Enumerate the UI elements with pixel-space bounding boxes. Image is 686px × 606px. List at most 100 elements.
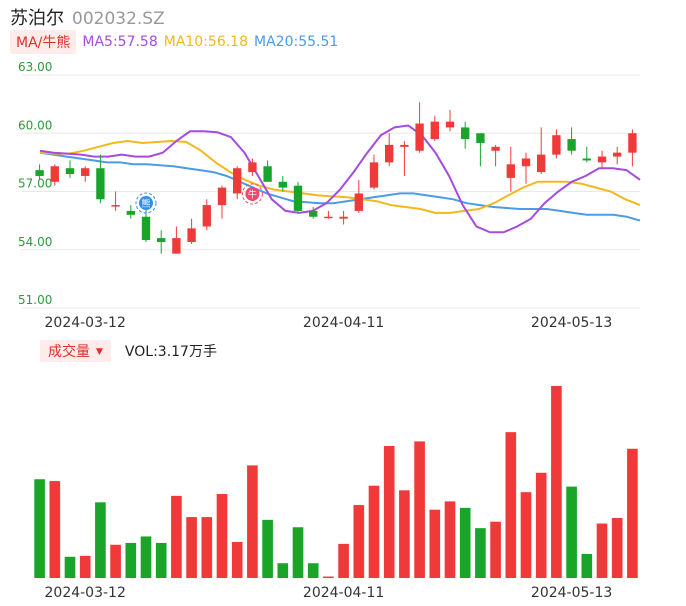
volume-bar [596, 523, 608, 578]
volume-bar [140, 536, 152, 578]
candle [202, 199, 211, 231]
candle [50, 164, 59, 186]
volume-bars [34, 386, 638, 578]
volume-bar [475, 528, 486, 578]
volume-value: VOL:3.17万手 [124, 344, 217, 360]
bear-marker-label: 熊 [141, 198, 150, 210]
volume-bar [338, 543, 349, 578]
candle [597, 150, 607, 169]
volume-bar [368, 485, 380, 578]
candle [339, 210, 348, 225]
x-date-label: 2024-03-12 [45, 315, 126, 331]
volume-bar [262, 519, 273, 578]
volume-bar [566, 486, 577, 578]
volume-bar [34, 479, 45, 578]
volume-bar [611, 518, 623, 578]
bear-marker-icon: 熊 [135, 192, 157, 214]
y-tick-label: 51.00 [18, 293, 52, 307]
volume-bar [292, 527, 304, 578]
volume-bar [201, 517, 213, 578]
ma10-line [39, 139, 641, 214]
candle [187, 218, 196, 244]
volume-bar [353, 505, 365, 578]
volume-bar [535, 472, 547, 578]
volume-bar [95, 502, 106, 578]
volume-bar [79, 555, 91, 578]
candle [369, 154, 379, 190]
x-date-label: 2024-04-11 [303, 585, 384, 601]
volume-date-axis: 2024-03-12 2024-04-11 2024-05-13 [45, 585, 613, 601]
bull-marker-label: 牛 [248, 188, 257, 200]
candle [552, 129, 561, 159]
volume-bar [64, 556, 76, 578]
volume-bar [125, 542, 137, 578]
candles [35, 102, 637, 254]
volume-bar [277, 563, 289, 578]
volume-bar [444, 501, 456, 578]
candle [354, 179, 363, 213]
candle [491, 144, 500, 167]
ma-legend: MA/牛熊 MA5:57.58 MA10:56.18 MA20:55.51 [10, 30, 344, 54]
candle [324, 210, 333, 219]
candle [506, 146, 515, 192]
volume-bar [155, 542, 167, 578]
volume-bar [459, 507, 471, 578]
ma20-legend: MA20:55.51 [254, 34, 339, 50]
candle [172, 226, 181, 254]
volume-bar [216, 494, 228, 578]
volume-legend: 成交量 ▼ VOL:3.17万手 [40, 340, 217, 362]
volume-bar [581, 554, 593, 578]
ma-indicator-tab[interactable]: MA/牛熊 [10, 30, 77, 54]
ma-lines [39, 124, 641, 234]
candle [415, 102, 424, 153]
candle [248, 158, 257, 176]
ma5-legend: MA5:57.58 [82, 34, 158, 50]
volume-bar [520, 492, 532, 578]
volume-bar [49, 481, 61, 578]
candle [430, 115, 439, 142]
candle [233, 166, 242, 200]
volume-bar [171, 495, 182, 578]
volume-bar [399, 490, 410, 578]
candle [81, 166, 90, 182]
candle [309, 207, 318, 219]
candle [400, 141, 409, 176]
candle [293, 181, 303, 213]
candle [217, 185, 227, 219]
stock-name: 苏泊尔 [10, 8, 64, 29]
bull-bear-markers: 熊牛 [135, 183, 263, 214]
price-axis: 63.00 60.00 57.00 54.00 51.00 [18, 60, 52, 307]
candle [582, 146, 591, 163]
volume-bar [505, 432, 517, 578]
volume-bar [490, 521, 501, 578]
volume-bar [383, 446, 395, 578]
candle [157, 230, 166, 254]
stock-code: 002032.SZ [72, 9, 165, 29]
candle [537, 127, 546, 175]
volume-bar [186, 517, 197, 578]
ma10-legend: MA10:56.18 [163, 34, 249, 50]
candle [65, 160, 75, 178]
stock-header: 苏泊尔 002032.SZ [10, 4, 165, 29]
candle [278, 175, 287, 192]
price-date-axis: 2024-03-12 2024-04-11 2024-05-13 [45, 315, 613, 331]
candle [613, 146, 622, 165]
candle [461, 121, 470, 149]
x-date-label: 2024-05-13 [531, 315, 612, 331]
bull-marker-icon: 牛 [241, 183, 263, 205]
volume-bar [414, 441, 425, 578]
volume-bar [231, 542, 243, 578]
ma5-line [39, 124, 641, 234]
volume-bar [307, 563, 319, 578]
volume-bar [429, 509, 441, 578]
candle [111, 191, 120, 211]
candle [263, 160, 272, 182]
volume-bar [627, 448, 638, 578]
y-tick-label: 63.00 [18, 60, 52, 74]
candle [567, 127, 576, 155]
candle [126, 205, 135, 219]
y-tick-label: 57.00 [18, 177, 52, 191]
volume-indicator-tab[interactable]: 成交量 ▼ [40, 340, 111, 362]
candle [35, 164, 44, 180]
